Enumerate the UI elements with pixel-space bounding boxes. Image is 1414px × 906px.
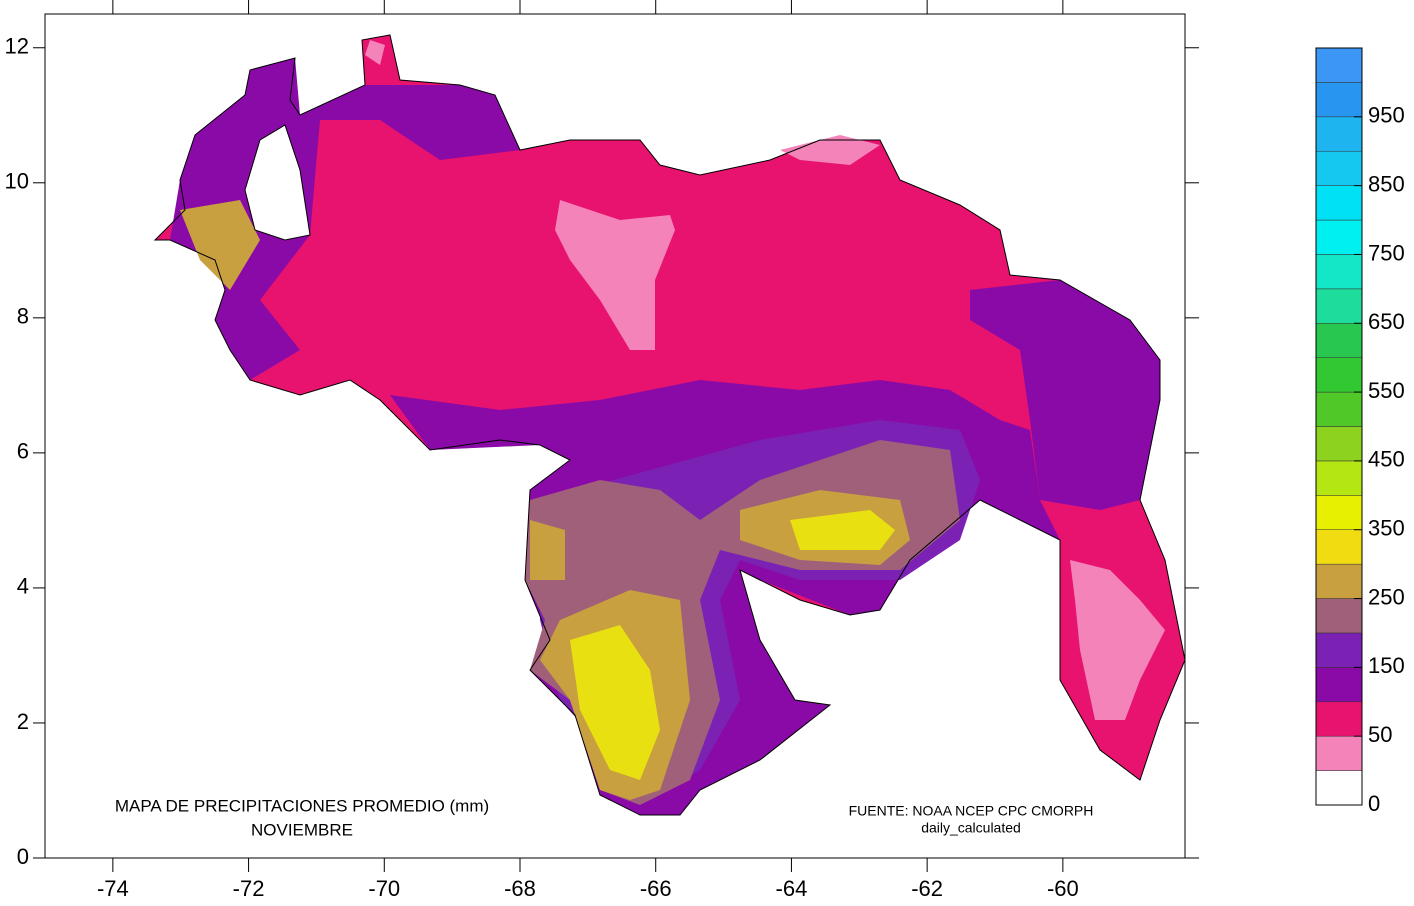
regions [153,34,1186,816]
purple-east [970,280,1160,510]
colorbar-swatch [1315,495,1363,530]
colorbar-swatch [1315,735,1363,771]
purple-west [170,58,520,380]
colorbar-swatch [1315,460,1363,496]
colorbar-swatch [1315,563,1363,599]
x-tick-label: -68 [504,876,536,901]
y-tick-label: 8 [17,304,29,329]
colorbar-swatch [1315,357,1363,393]
colorbar-swatch [1315,701,1363,737]
country-outline [153,34,1186,816]
colorbar-swatch [1315,254,1363,290]
colorbar-swatch [1315,598,1363,634]
colorbar-swatch [1315,185,1363,221]
x-tick-label: -60 [1047,876,1079,901]
colorbar-swatch [1315,426,1363,462]
colorbar-label: 250 [1368,584,1405,609]
colorbar-label: 550 [1368,378,1405,403]
colorbar-label: 950 [1368,103,1405,128]
colorbar-label: 750 [1368,240,1405,265]
colorbar-swatch [1315,82,1363,118]
title: NOVIEMBRE [251,820,353,839]
x-tick-label: -74 [97,876,129,901]
colorbar-swatch [1315,529,1363,565]
colorbar-swatch [1315,632,1363,668]
colorbar-swatch [1315,391,1363,427]
colorbar-label: 350 [1368,516,1405,541]
lake [244,124,311,241]
colorbar-swatch [1315,219,1363,255]
y-tick-label: 6 [17,439,29,464]
colorbar-label: 0 [1368,791,1380,816]
colorbar-label: 450 [1368,447,1405,472]
y-tick-label: 0 [17,844,29,869]
x-tick-label: -72 [233,876,265,901]
y-tick-label: 4 [17,574,29,599]
x-tick-label: -66 [640,876,672,901]
colorbar-frame [1315,47,1363,806]
x-tick-label: -70 [368,876,400,901]
colorbar-swatch [1315,770,1363,806]
y-tick-label: 12 [5,34,29,59]
source: daily_calculated [921,820,1021,836]
y-tick-label: 10 [5,169,29,194]
colorbar-label: 650 [1368,309,1405,334]
yellow [570,510,895,780]
colorbar-swatch [1315,116,1363,152]
colorbar-label: 150 [1368,653,1405,678]
x-tick-label: -62 [911,876,943,901]
colorbar-swatch [1315,323,1363,358]
title: MAPA DE PRECIPITACIONES PROMEDIO (mm) [115,796,489,815]
colorbar-label: 850 [1368,171,1405,196]
colorbar-swatch [1315,150,1363,186]
x-tick-label: -64 [776,876,808,901]
colorbar-swatch [1315,288,1363,324]
source: FUENTE: NOAA NCEP CPC CMORPH [849,803,1094,819]
colorbar-label: 50 [1368,722,1392,747]
colorbar-swatch [1315,667,1363,703]
map-frame [44,13,1186,859]
light-pink [365,40,1165,720]
colorbar-swatch [1315,47,1363,83]
y-tick-label: 2 [17,709,29,734]
